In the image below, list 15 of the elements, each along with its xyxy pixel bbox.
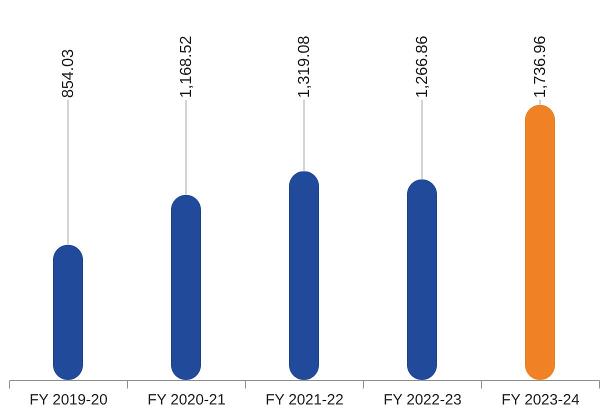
data-label: 1,736.96: [532, 36, 549, 98]
data-label: 854.03: [60, 48, 77, 98]
data-label: 1,319.08: [296, 36, 313, 98]
data-label: 1,266.86: [414, 36, 431, 98]
bar: [171, 194, 201, 380]
bar: [53, 244, 83, 380]
x-tick-label: FY 2023-24: [501, 392, 580, 408]
bar: [407, 179, 437, 380]
x-tick-label: FY 2021-22: [265, 392, 344, 408]
data-label: 1,168.52: [178, 36, 195, 98]
bar: [289, 171, 319, 380]
bar: [525, 104, 555, 380]
x-tick-label: FY 2020-21: [147, 392, 226, 408]
x-tick-label: FY 2019-20: [29, 392, 108, 408]
x-tick-label: FY 2022-23: [383, 392, 462, 408]
